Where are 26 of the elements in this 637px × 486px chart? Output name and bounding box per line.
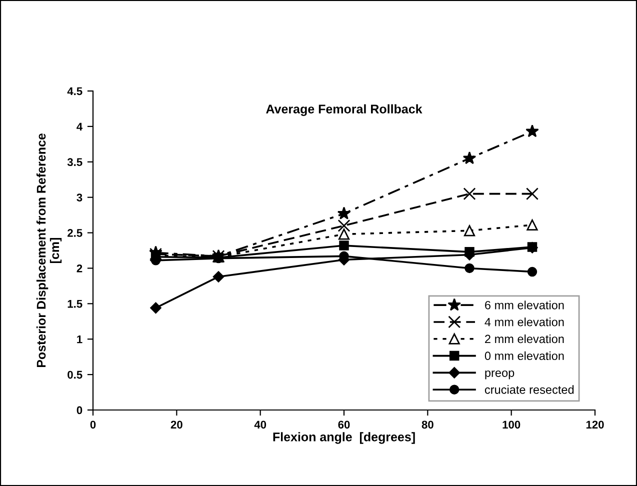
y-tick-label: 4.5: [67, 87, 82, 96]
y-tick-label: 2: [76, 264, 82, 272]
legend-label: cruciate resected: [484, 385, 574, 394]
y-tick-label: 4: [76, 122, 83, 130]
legend-label: 0 mm elevation: [484, 351, 564, 360]
x-tick-label: 80: [422, 420, 434, 429]
y-tick-label: 1.5: [68, 300, 82, 308]
y-axis-title: Posterior Displacement from Reference [cm]: [36, 134, 62, 368]
y-tick-label: 2.5: [68, 229, 82, 237]
legend-label: 6 mm elevation: [485, 300, 564, 310]
legend-label: 4 mm elevation: [484, 318, 564, 326]
y-tick-label: 0.5: [68, 370, 82, 379]
x-tick-label: 0: [90, 420, 96, 429]
y-tick-label: 0: [76, 406, 82, 414]
x-tick-label: 40: [254, 420, 266, 429]
x-tick-label: 100: [502, 420, 520, 429]
text: Average Femoral Rollback: [266, 104, 422, 116]
x-tick-label: 60: [338, 420, 350, 429]
y-tick-label: 3: [76, 194, 82, 202]
y-tick-label: 1: [77, 335, 82, 344]
x-tick-label: 120: [586, 420, 604, 429]
x-tick-label: 20: [170, 420, 182, 429]
x-axis-title: Flexion angle [degrees]: [273, 432, 415, 444]
y-tick-label: 3.5: [67, 158, 82, 166]
legend-label: preop: [485, 370, 514, 380]
legend-label: 2 mm elevation: [485, 334, 564, 344]
